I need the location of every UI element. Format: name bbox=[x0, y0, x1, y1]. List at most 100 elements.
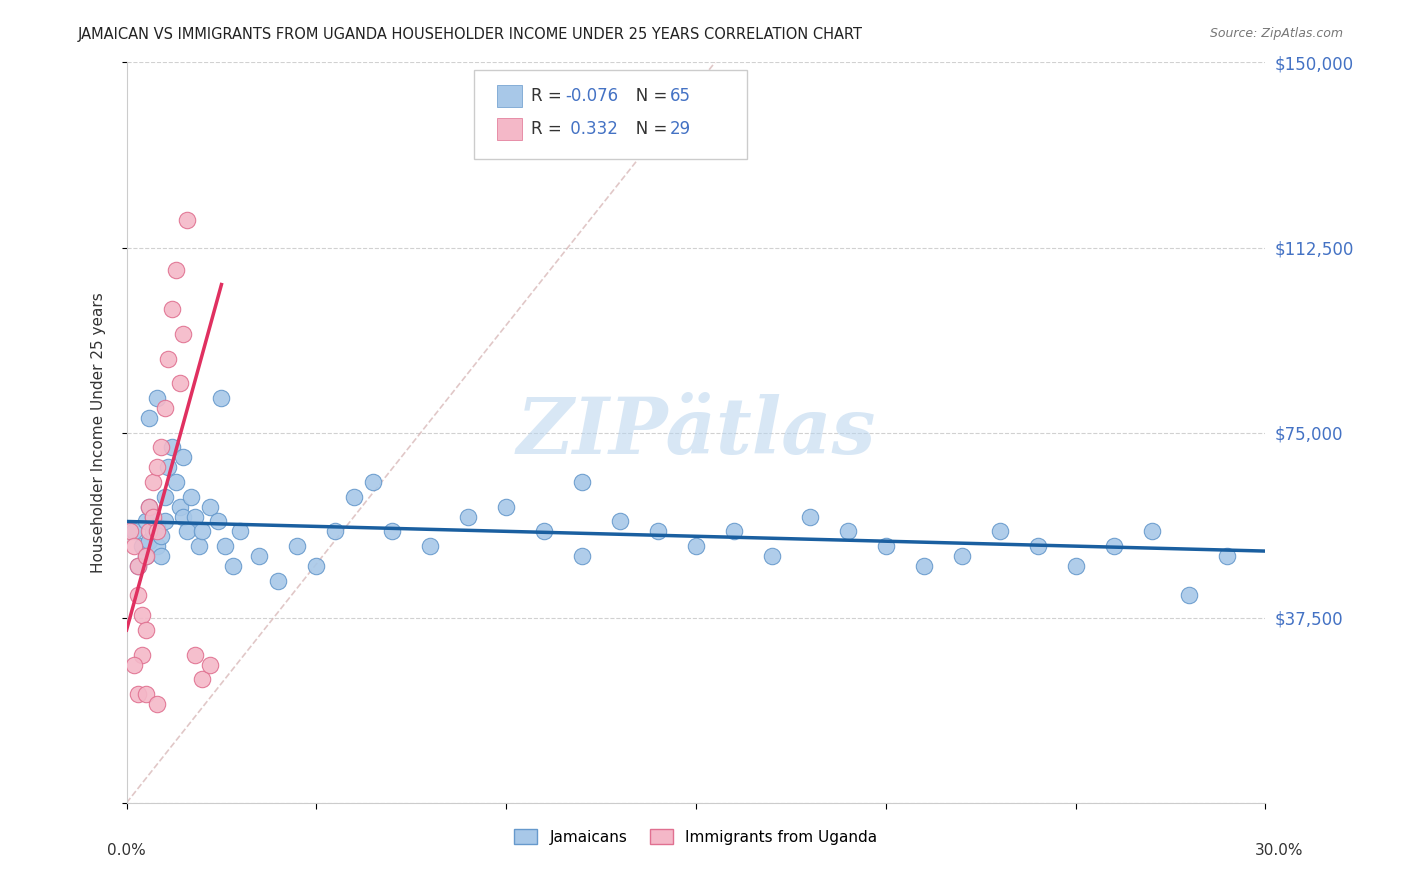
Point bbox=[214, 539, 236, 553]
Point bbox=[1026, 539, 1049, 553]
Point bbox=[198, 657, 221, 672]
Point bbox=[138, 534, 160, 549]
Point bbox=[287, 539, 309, 553]
Point bbox=[363, 475, 385, 489]
Point bbox=[191, 524, 214, 539]
Point bbox=[381, 524, 404, 539]
Point bbox=[1216, 549, 1239, 563]
Point bbox=[138, 410, 160, 425]
Point bbox=[761, 549, 783, 563]
Text: 65: 65 bbox=[669, 87, 690, 104]
Point bbox=[153, 515, 176, 529]
Point bbox=[122, 657, 145, 672]
Point bbox=[146, 539, 169, 553]
Text: -0.076: -0.076 bbox=[565, 87, 619, 104]
Point bbox=[135, 549, 156, 563]
Point bbox=[157, 460, 180, 475]
Point bbox=[131, 608, 153, 623]
Point bbox=[131, 648, 153, 662]
Point bbox=[1102, 539, 1125, 553]
Point bbox=[120, 524, 142, 539]
Point bbox=[207, 515, 229, 529]
Point bbox=[146, 697, 169, 711]
Point bbox=[571, 475, 593, 489]
Point bbox=[138, 524, 160, 539]
Y-axis label: Householder Income Under 25 years: Householder Income Under 25 years bbox=[91, 293, 105, 573]
Point bbox=[912, 558, 935, 573]
Point bbox=[160, 302, 183, 317]
Point bbox=[211, 391, 233, 405]
Point bbox=[875, 539, 897, 553]
Point bbox=[172, 326, 194, 341]
Point bbox=[723, 524, 745, 539]
Point bbox=[419, 539, 441, 553]
Point bbox=[343, 490, 366, 504]
Point bbox=[457, 509, 479, 524]
Point bbox=[122, 524, 145, 539]
Point bbox=[685, 539, 707, 553]
Point bbox=[160, 441, 183, 455]
Point bbox=[146, 460, 169, 475]
Point bbox=[165, 475, 187, 489]
Point bbox=[142, 509, 165, 524]
Point bbox=[837, 524, 859, 539]
Point bbox=[1178, 589, 1201, 603]
Text: R =: R = bbox=[531, 120, 567, 138]
Point bbox=[609, 515, 631, 529]
Point bbox=[187, 539, 209, 553]
Text: 0.0%: 0.0% bbox=[107, 843, 146, 858]
Legend: Jamaicans, Immigrants from Uganda: Jamaicans, Immigrants from Uganda bbox=[508, 822, 884, 851]
Point bbox=[146, 391, 169, 405]
Point bbox=[169, 376, 191, 391]
Point bbox=[142, 524, 165, 539]
Text: N =: N = bbox=[620, 87, 672, 104]
Point bbox=[149, 529, 172, 543]
Point bbox=[1140, 524, 1163, 539]
Point bbox=[131, 539, 153, 553]
Point bbox=[146, 524, 169, 539]
Point bbox=[950, 549, 973, 563]
Point bbox=[165, 262, 187, 277]
Point bbox=[135, 623, 156, 637]
Point bbox=[249, 549, 271, 563]
Point bbox=[191, 673, 214, 687]
Point bbox=[305, 558, 328, 573]
Point bbox=[533, 524, 555, 539]
Point bbox=[149, 549, 172, 563]
Point bbox=[135, 549, 156, 563]
Point bbox=[127, 558, 149, 573]
Point bbox=[149, 441, 172, 455]
Point bbox=[153, 490, 176, 504]
Point bbox=[571, 549, 593, 563]
Point bbox=[127, 687, 149, 701]
FancyBboxPatch shape bbox=[496, 85, 522, 107]
Point bbox=[495, 500, 517, 514]
Point bbox=[184, 509, 207, 524]
Point bbox=[1064, 558, 1087, 573]
Point bbox=[172, 509, 194, 524]
Point bbox=[176, 524, 198, 539]
Text: 29: 29 bbox=[669, 120, 690, 138]
Point bbox=[184, 648, 207, 662]
Text: N =: N = bbox=[620, 120, 672, 138]
Point bbox=[988, 524, 1011, 539]
Point bbox=[142, 475, 165, 489]
Text: ZIPätlas: ZIPätlas bbox=[516, 394, 876, 471]
Point bbox=[122, 539, 145, 553]
Text: Source: ZipAtlas.com: Source: ZipAtlas.com bbox=[1209, 27, 1343, 40]
Point bbox=[138, 500, 160, 514]
Point bbox=[169, 500, 191, 514]
Point bbox=[180, 490, 202, 504]
Point bbox=[146, 519, 169, 533]
Point bbox=[135, 515, 156, 529]
Point bbox=[172, 450, 194, 465]
Point bbox=[153, 401, 176, 415]
Text: R =: R = bbox=[531, 87, 567, 104]
Point bbox=[267, 574, 290, 588]
Point bbox=[176, 213, 198, 227]
Point bbox=[229, 524, 252, 539]
Text: 30.0%: 30.0% bbox=[1256, 843, 1303, 858]
Point bbox=[323, 524, 347, 539]
Point bbox=[127, 589, 149, 603]
Text: 0.332: 0.332 bbox=[565, 120, 617, 138]
